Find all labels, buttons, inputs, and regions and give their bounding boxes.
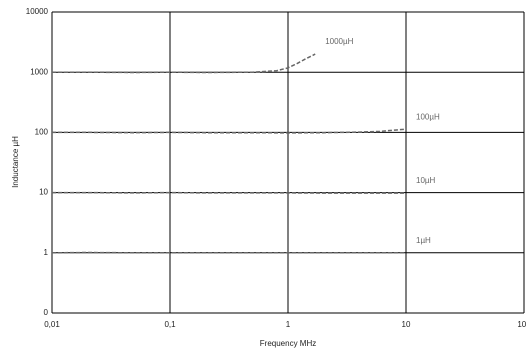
series-label: 1µH <box>416 236 431 245</box>
series-label: 10µH <box>416 176 436 185</box>
x-tick-label: 100 <box>517 320 526 329</box>
y-tick-label: 0 <box>44 308 49 317</box>
y-tick-label: 1 <box>44 248 49 257</box>
x-axis-label: Frequency MHz <box>260 339 316 348</box>
x-tick-label: 1 <box>286 320 291 329</box>
y-axis-label: Inductance µH <box>11 136 20 188</box>
y-tick-label: 10 <box>39 188 48 197</box>
x-tick-label: 10 <box>402 320 411 329</box>
x-tick-label: 0,1 <box>164 320 176 329</box>
series-label: 1000µH <box>325 37 353 46</box>
y-tick-label: 10000 <box>26 7 49 16</box>
y-tick-label: 1000 <box>30 67 48 76</box>
x-tick-label: 0,01 <box>44 320 60 329</box>
y-tick-label: 100 <box>35 128 49 137</box>
series-label: 100µH <box>416 112 440 121</box>
series-line <box>52 54 315 72</box>
